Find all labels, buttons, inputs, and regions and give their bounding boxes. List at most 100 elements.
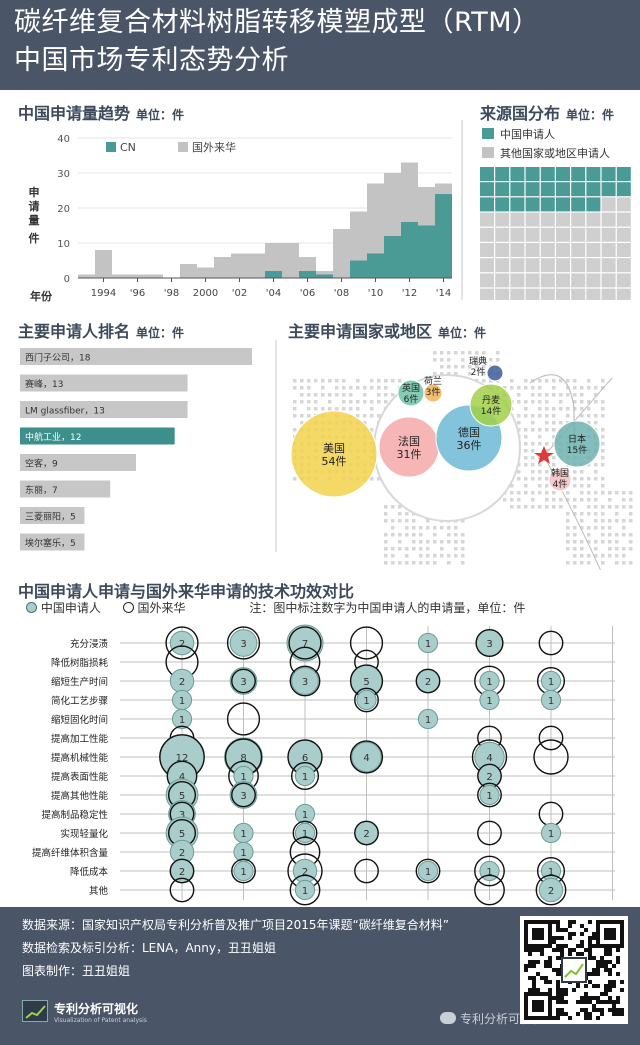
map-dot bbox=[524, 463, 528, 467]
map-dot bbox=[545, 393, 549, 397]
map-dot bbox=[566, 547, 570, 551]
bubble-cn-value-label: 2 bbox=[486, 772, 492, 783]
qr-module bbox=[552, 940, 556, 944]
country-value-label: 2件 bbox=[471, 366, 486, 378]
map-dot bbox=[454, 540, 458, 544]
bubble-cn-value-label: 1 bbox=[302, 829, 308, 840]
map-dot bbox=[468, 351, 472, 355]
map-dot bbox=[384, 540, 388, 544]
applicant-bar-label: 空客，9 bbox=[25, 458, 58, 470]
map-dot bbox=[461, 351, 465, 355]
country-bubble bbox=[487, 365, 503, 381]
qr-module bbox=[560, 952, 564, 956]
map-dot bbox=[482, 351, 486, 355]
qr-module bbox=[556, 956, 560, 960]
qr-module bbox=[524, 964, 528, 968]
qr-module bbox=[604, 964, 608, 968]
map-dot bbox=[321, 407, 325, 411]
bubble-cn-value-label: 7 bbox=[302, 639, 308, 650]
trend-bar-foreign bbox=[180, 264, 197, 278]
qr-module bbox=[564, 944, 568, 948]
waffle-cell-cn bbox=[526, 182, 540, 196]
map-dot bbox=[622, 533, 626, 537]
map-dot bbox=[545, 470, 549, 474]
waffle-cell-cn bbox=[480, 182, 494, 196]
trend-bar-cn bbox=[316, 275, 333, 279]
map-dot bbox=[573, 379, 577, 383]
qr-module bbox=[588, 1012, 592, 1016]
waffle-cell-foreign bbox=[602, 289, 616, 300]
qr-module bbox=[604, 1000, 608, 1004]
qr-module bbox=[592, 932, 596, 936]
qr-module bbox=[544, 964, 548, 968]
map-dot bbox=[461, 547, 465, 551]
map-dot bbox=[419, 547, 423, 551]
applicants-unit: 单位：件 bbox=[136, 326, 184, 340]
map-dot bbox=[370, 379, 374, 383]
country-value-label: 6件 bbox=[404, 393, 419, 405]
bubble-cn-value-label: 2 bbox=[302, 867, 308, 878]
trend-bar-cn bbox=[384, 236, 401, 278]
qr-module bbox=[556, 1016, 560, 1020]
map-dot bbox=[531, 498, 535, 502]
trend-ylabel-char: 申 bbox=[29, 185, 40, 199]
map-dot bbox=[538, 414, 542, 418]
trend-bar-foreign bbox=[265, 243, 282, 271]
tech-bubble-matrix: 充分浸渍23713降低树脂损耗缩短生产时间2335211简化工艺步骤1111缩短… bbox=[0, 620, 640, 906]
qr-module bbox=[556, 996, 560, 1000]
qr-module bbox=[616, 1000, 620, 1004]
qr-module bbox=[620, 1008, 624, 1012]
origin-waffle-chart: 中国申请人其他国家或地区申请人 bbox=[470, 120, 640, 300]
qr-module bbox=[596, 972, 600, 976]
map-dot bbox=[391, 526, 395, 530]
map-dot bbox=[384, 386, 388, 390]
trend-chart: 0102030401994'96'982000'02'04'06'08'10'1… bbox=[0, 120, 470, 310]
waffle-cell-foreign bbox=[526, 273, 540, 287]
map-dot bbox=[573, 561, 577, 565]
map-dot bbox=[615, 540, 619, 544]
qr-module bbox=[560, 1000, 564, 1004]
map-dot bbox=[601, 379, 605, 383]
qr-module bbox=[552, 968, 556, 972]
qr-module bbox=[532, 988, 536, 992]
map-dot bbox=[531, 393, 535, 397]
waffle-cell-foreign bbox=[571, 273, 585, 287]
qr-code[interactable] bbox=[520, 916, 628, 1024]
map-dot bbox=[405, 547, 409, 551]
map-dot bbox=[580, 491, 584, 495]
map-dot bbox=[601, 491, 605, 495]
qr-module bbox=[568, 936, 572, 940]
qr-module bbox=[580, 1008, 584, 1012]
map-dot bbox=[377, 393, 381, 397]
map-dot bbox=[594, 421, 598, 425]
qr-module bbox=[600, 1000, 604, 1004]
map-dot bbox=[531, 456, 535, 460]
map-dot bbox=[601, 526, 605, 530]
map-dot bbox=[601, 561, 605, 565]
qr-module bbox=[588, 944, 592, 948]
map-dot bbox=[622, 526, 626, 530]
matrix-row-label: 提高加工性能 bbox=[51, 733, 109, 745]
trend-bar-foreign bbox=[214, 257, 231, 278]
map-dot bbox=[580, 386, 584, 390]
map-dot bbox=[433, 540, 437, 544]
map-dot bbox=[447, 526, 451, 530]
map-dot bbox=[419, 561, 423, 565]
map-dot bbox=[503, 498, 507, 502]
map-dot bbox=[300, 400, 304, 404]
map-dot bbox=[615, 519, 619, 523]
map-dot bbox=[573, 554, 577, 558]
footer-maker: 图表制作：丑丑姐姐 bbox=[22, 962, 130, 979]
waffle-cell-foreign bbox=[480, 289, 494, 300]
qr-module bbox=[620, 988, 624, 992]
map-dot bbox=[629, 547, 633, 551]
waffle-cell-foreign bbox=[571, 289, 585, 300]
map-dot bbox=[580, 540, 584, 544]
map-dot bbox=[307, 407, 311, 411]
bubble-cn-value-label: 5 bbox=[363, 677, 369, 688]
map-dot bbox=[370, 400, 374, 404]
map-dot bbox=[601, 463, 605, 467]
bubble-cn-value-label: 1 bbox=[302, 886, 308, 897]
map-dot bbox=[447, 358, 451, 362]
qr-module bbox=[588, 996, 592, 1000]
